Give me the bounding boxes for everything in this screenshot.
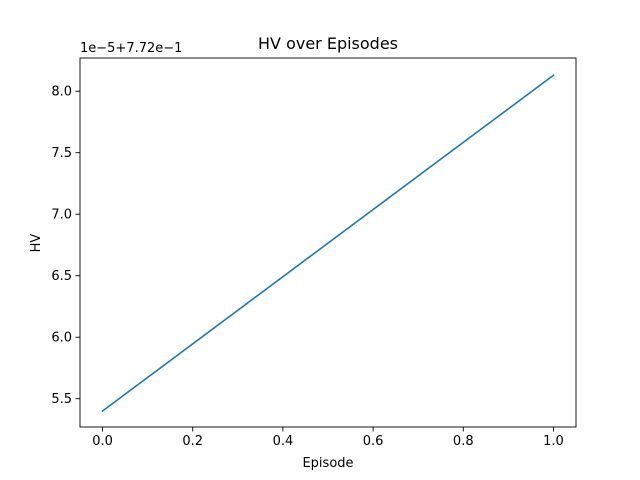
plot-area [79,57,577,428]
chart-title: HV over Episodes [258,34,398,53]
series-line-0 [101,74,555,413]
y-tick-label: 8.0 [51,85,72,100]
y-axis-label: HV [29,234,44,253]
x-tick-label: 0.0 [92,434,113,449]
x-tick-label: 0.6 [363,434,384,449]
y-tick-label: 5.5 [51,392,72,407]
y-axis-ticks: 5.5 6.0 6.5 7.0 7.5 8.0 [51,85,80,407]
x-axis-ticks: 0.0 0.2 0.4 0.6 0.8 1.0 [92,427,564,449]
y-axis-offset-label: 1e−5+7.72e−1 [80,41,182,56]
y-tick-label: 7.0 [51,208,72,223]
y-tick-label: 7.5 [51,146,72,161]
x-axis-label: Episode [302,456,353,471]
x-tick-label: 0.8 [453,434,474,449]
x-tick-label: 1.0 [543,434,564,449]
y-tick-label: 6.5 [51,269,72,284]
x-tick-label: 0.2 [182,434,203,449]
x-tick-label: 0.4 [273,434,294,449]
y-tick-label: 6.0 [51,331,72,346]
axes-frame [79,57,577,428]
